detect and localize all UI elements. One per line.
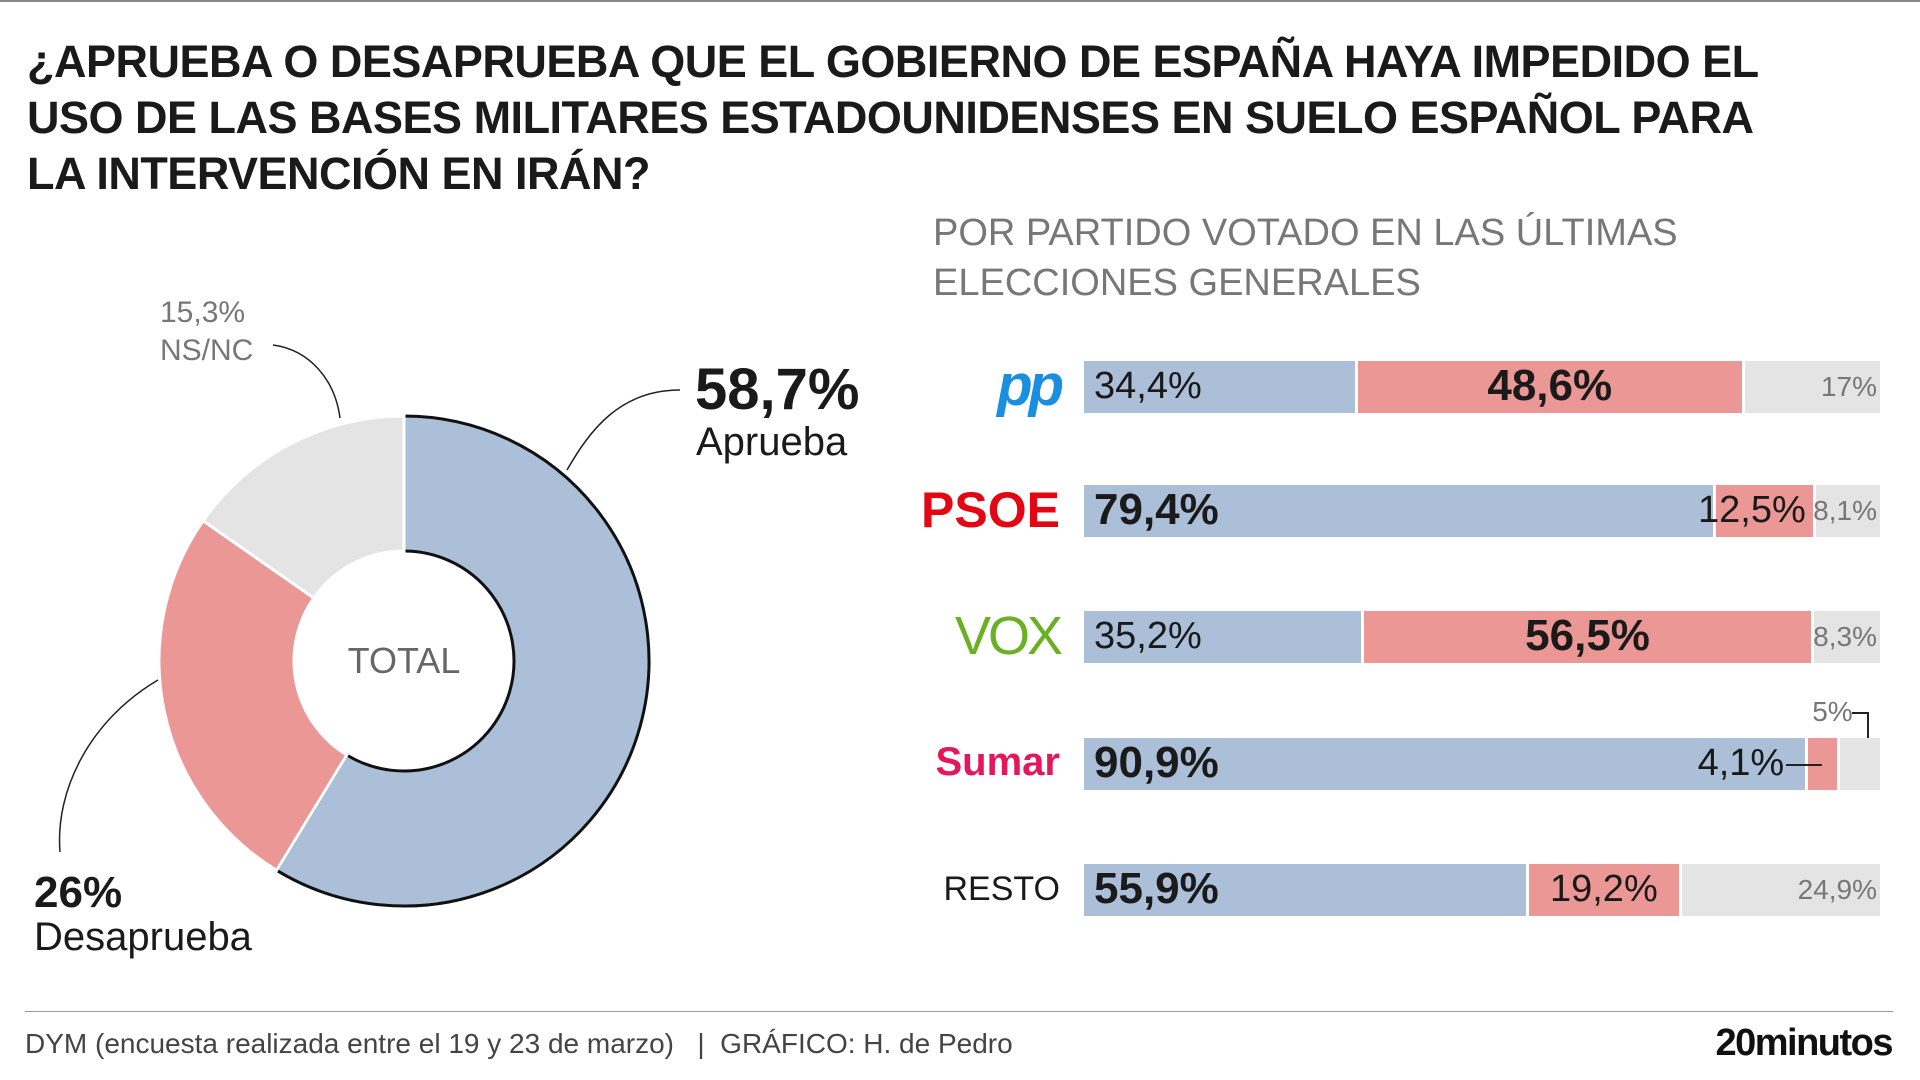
bar-sumar-nsnc <box>1840 738 1880 790</box>
donut-center-label: TOTAL <box>347 640 461 681</box>
party-label-resto: RESTO <box>943 869 1060 908</box>
leader-line <box>1852 712 1869 714</box>
donut-chart <box>58 344 681 908</box>
party-label-psoe: PSOE <box>921 482 1060 538</box>
top-rule <box>0 0 1920 2</box>
value-label-pp-nsnc: 17% <box>1820 370 1877 402</box>
value-label-vox-nsnc: 8,3% <box>1813 620 1877 652</box>
value-label-sumar-nsnc: 5% <box>1812 696 1853 727</box>
value-label-vox-desaprueba: 56,5% <box>1525 611 1650 661</box>
leader-line <box>1785 764 1822 766</box>
donut-slice-aprueba <box>274 414 651 908</box>
bar-vox-aprueba <box>1084 611 1362 663</box>
value-label-psoe-nsnc: 8,1% <box>1813 494 1877 526</box>
chart-title: ¿Aprueba o desaprueba que el Gobierno de… <box>27 36 1758 199</box>
desaprueba-label: Desaprueba <box>34 915 252 959</box>
bar-vox-nsnc <box>1813 611 1880 663</box>
party-label-vox: VOX <box>954 605 1063 666</box>
value-label-vox-aprueba: 35,2% <box>1094 614 1202 657</box>
bar-psoe-aprueba <box>1084 485 1714 537</box>
value-label-psoe-aprueba: 79,4% <box>1094 485 1219 535</box>
bar-pp-aprueba <box>1084 361 1355 413</box>
bar-psoe-desaprueba <box>1716 485 1813 537</box>
value-label-resto-nsnc: 24,9% <box>1797 873 1877 905</box>
bar-resto-aprueba <box>1084 864 1526 916</box>
nsnc-label: NS/NC <box>160 334 254 367</box>
desaprueba-value: 26% <box>34 868 123 917</box>
bar-psoe-nsnc <box>1815 485 1880 537</box>
chart-subtitle: POR PARTIDO VOTADO EN LAS ÚLTIMAS ELECCI… <box>933 212 1678 304</box>
party-label-sumar: Sumar <box>935 740 1061 784</box>
donut-slice-nsnc <box>201 414 406 601</box>
aprueba-value: 58,7% <box>695 357 860 422</box>
value-label-sumar-desaprueba: 4,1% <box>1697 742 1785 784</box>
donut-slice-desaprueba <box>157 518 349 873</box>
leader-line <box>566 389 681 471</box>
bar-pp-desaprueba <box>1357 361 1742 413</box>
nsnc-value: 15,3% <box>160 296 246 329</box>
bar-resto-desaprueba <box>1528 864 1679 916</box>
aprueba-label: Aprueba <box>696 420 848 464</box>
bar-vox-desaprueba <box>1364 611 1811 663</box>
value-label-resto-aprueba: 55,9% <box>1094 864 1219 914</box>
brand-logo: 20minutos <box>1715 1022 1893 1064</box>
value-label-sumar-aprueba: 90,9% <box>1094 738 1219 788</box>
party-label-pp: pp <box>997 353 1064 419</box>
value-label-pp-desaprueba: 48,6% <box>1487 361 1613 411</box>
bar-resto-nsnc <box>1681 864 1880 916</box>
leader-line <box>1867 712 1869 738</box>
value-label-resto-desaprueba: 19,2% <box>1549 867 1658 910</box>
footer-rule <box>25 1011 1893 1012</box>
bar-pp-nsnc <box>1744 361 1880 413</box>
bar-sumar-aprueba <box>1084 738 1805 790</box>
leader-line <box>272 344 341 419</box>
footer-source: DYM (encuesta realizada entre el 19 y 23… <box>25 1028 1013 1059</box>
value-label-psoe-desaprueba: 12,5% <box>1698 488 1806 531</box>
leader-line <box>58 679 159 853</box>
value-label-pp-aprueba: 34,4% <box>1094 364 1202 407</box>
